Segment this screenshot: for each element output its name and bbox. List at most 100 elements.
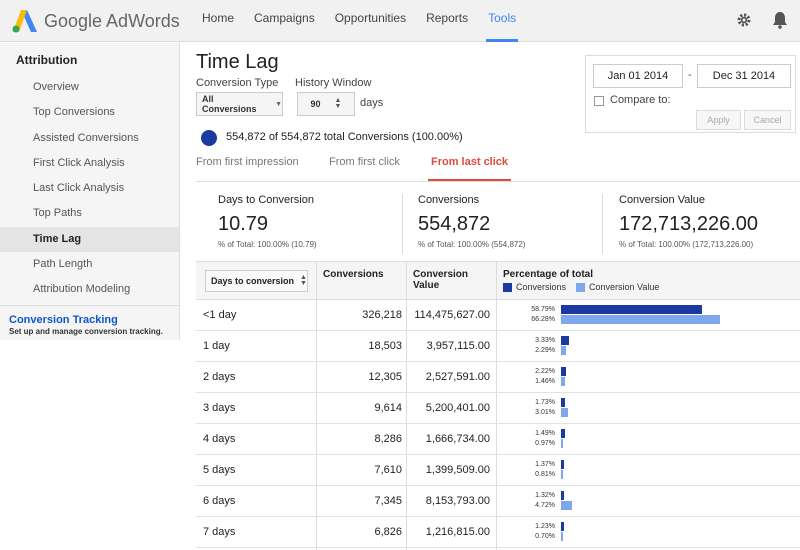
pct-conversion-value: 3.01% — [535, 409, 555, 416]
pct-conversions: 58.79% — [531, 306, 555, 313]
nav-reports[interactable]: Reports — [426, 11, 469, 25]
bar-conversions — [561, 336, 569, 345]
col-divider — [496, 262, 497, 550]
table-row[interactable]: 6 days 7,345 8,153,793.00 1.32% 4.72% — [196, 486, 800, 517]
pct-conversion-value: 2.29% — [535, 347, 555, 354]
kpi-summary: Days to Conversion 10.79 % of Total: 100.0… — [196, 181, 800, 262]
kpi-divider — [602, 194, 603, 254]
row-label: 7 days — [203, 526, 236, 538]
sidebar-item-attribution-modeling[interactable]: Attribution Modeling — [33, 283, 131, 296]
bar-conversion-value — [561, 501, 573, 510]
cancel-button[interactable]: Cancel — [744, 110, 791, 130]
end-date-input[interactable]: Dec 31 2014 — [697, 64, 791, 88]
row-label: 3 days — [203, 402, 236, 414]
pct-conversion-value: 1.46% — [535, 378, 555, 385]
table-row[interactable]: 7 days 6,826 1,216,815.00 1.23% 0.70% — [196, 517, 800, 548]
pct-conversion-value: 0.70% — [535, 533, 555, 540]
legend-swatch-conversion-value — [576, 282, 586, 292]
sidebar-item-time-lag[interactable]: Time Lag — [0, 226, 179, 253]
sidebar-item-first-click-analysis[interactable]: First Click Analysis — [33, 156, 125, 169]
tab-from-last-click[interactable]: From last click — [427, 156, 512, 181]
start-date-input[interactable]: Jan 01 2014 — [593, 64, 683, 88]
col-divider — [406, 262, 407, 550]
legend-label-conversion-value: Conversion Value — [589, 282, 660, 292]
pct-conversion-value: 4.72% — [535, 502, 555, 509]
col-header-conversions[interactable]: Conversions — [323, 269, 384, 280]
pct-conversions: 1.37% — [535, 461, 555, 468]
pct-conversion-value: 0.97% — [535, 440, 555, 447]
row-conversion-value: 2,527,591.00 — [425, 371, 490, 383]
sidebar: Attribution Overview Top Conversions Assis… — [0, 43, 180, 340]
bar-conversion-value — [561, 439, 564, 448]
compare-checkbox[interactable] — [594, 96, 604, 106]
nav-campaigns[interactable]: Campaigns — [254, 11, 315, 25]
row-conversions: 12,305 — [368, 371, 402, 383]
sidebar-item-assisted-conversions[interactable]: Assisted Conversions — [33, 131, 139, 144]
legend-swatch-conversions — [503, 282, 512, 292]
legend-label-conversions: Conversions — [516, 282, 567, 292]
bar-conversion-value — [561, 532, 563, 541]
bar-conversions — [561, 398, 566, 407]
table-row[interactable]: 3 days 9,614 5,200,401.00 1.73% 3.01% — [196, 393, 800, 424]
tab-from-first-impression[interactable]: From first impression — [196, 156, 299, 168]
sort-arrows-icon: ▲ ▼ — [300, 274, 307, 287]
sidebar-item-top-conversions[interactable]: Top Conversions — [33, 106, 115, 119]
table-row[interactable]: 1 day 18,503 3,957,115.00 3.33% 2.29% — [196, 331, 800, 362]
bar-conversions — [561, 491, 565, 500]
kpi-label-days-to-conversion: Days to Conversion — [218, 194, 314, 206]
table-header: Days to conversion ▲ ▼ Conversions Conver… — [196, 262, 800, 300]
conversion-type-select[interactable]: All Conversions ▼ — [196, 92, 283, 116]
conversion-tracking-subtitle: Set up and manage conversion tracking. — [9, 326, 163, 336]
conversion-type-value: All Conversions — [202, 94, 257, 114]
bell-icon[interactable] — [770, 10, 790, 30]
col-header-conversion-value[interactable]: Conversion Value — [413, 269, 468, 291]
table-row[interactable]: 4 days 8,286 1,666,734.00 1.49% 0.97% — [196, 424, 800, 455]
adwords-logo[interactable]: Google AdWords — [12, 6, 180, 36]
bar-conversions — [561, 367, 567, 376]
row-label: 1 day — [203, 340, 230, 352]
row-conversion-value: 8,153,793.00 — [425, 495, 490, 507]
main-nav: Home Campaigns Opportunities Reports Tools — [192, 0, 526, 42]
conversion-tracking-link[interactable]: Conversion Tracking — [9, 313, 118, 326]
table-row[interactable]: <1 day 326,218 114,475,627.00 58.79% 66.28% — [196, 300, 800, 331]
row-label: 6 days — [203, 495, 236, 507]
sidebar-item-overview[interactable]: Overview — [33, 81, 79, 93]
bar-conversions — [561, 522, 564, 531]
kpi-value-conversions: 554,872 — [418, 213, 491, 235]
dimension-select[interactable]: Days to conversion ▲ ▼ — [205, 270, 308, 292]
dimension-select-value: Days to conversion — [211, 276, 295, 286]
row-label: 5 days — [203, 464, 236, 476]
row-conversion-value: 1,399,509.00 — [425, 464, 490, 476]
history-window-label: History Window — [295, 77, 372, 89]
apply-button[interactable]: Apply — [696, 110, 741, 130]
history-window-unit: days — [360, 97, 384, 109]
tab-from-first-click[interactable]: From first click — [329, 156, 400, 168]
nav-tools[interactable]: Tools — [478, 0, 526, 42]
history-window-value: 90 — [310, 99, 321, 109]
adwords-logo-icon — [12, 10, 37, 33]
pct-conversions: 1.32% — [535, 492, 555, 499]
kpi-label-conversions: Conversions — [418, 194, 480, 206]
nav-home[interactable]: Home — [202, 11, 235, 25]
date-separator: - — [688, 69, 692, 81]
row-conversions: 6,826 — [374, 526, 402, 538]
nav-opportunities[interactable]: Opportunities — [334, 11, 407, 25]
table-row[interactable]: 2 days 12,305 2,527,591.00 2.22% 1.46% — [196, 362, 800, 393]
page-title: Time Lag — [196, 51, 279, 73]
row-conversions: 7,345 — [374, 495, 402, 507]
row-label: 2 days — [203, 371, 236, 383]
history-window-stepper[interactable]: 90 ▲ ▼ — [297, 92, 355, 116]
bar-conversion-value — [561, 408, 569, 417]
table-row[interactable]: 5 days 7,610 1,399,509.00 1.37% 0.81% — [196, 455, 800, 486]
sidebar-item-path-length[interactable]: Path Length — [33, 258, 93, 271]
pct-conversions: 1.49% — [535, 430, 555, 437]
sidebar-item-last-click-analysis[interactable]: Last Click Analysis — [33, 182, 125, 195]
kpi-sub-conversions: % of Total: 100.00% (554,872) — [418, 240, 526, 249]
col-header-conversion-value-line2: Value — [413, 280, 440, 291]
legend: Conversions Conversion Value — [503, 282, 659, 292]
kpi-sub-conversion-value: % of Total: 100.00% (172,713,226.00) — [619, 240, 754, 249]
gear-icon[interactable] — [734, 10, 754, 30]
bar-conversion-value — [561, 346, 567, 355]
sidebar-item-top-paths[interactable]: Top Paths — [33, 207, 82, 220]
row-conversion-value: 5,200,401.00 — [425, 402, 490, 414]
